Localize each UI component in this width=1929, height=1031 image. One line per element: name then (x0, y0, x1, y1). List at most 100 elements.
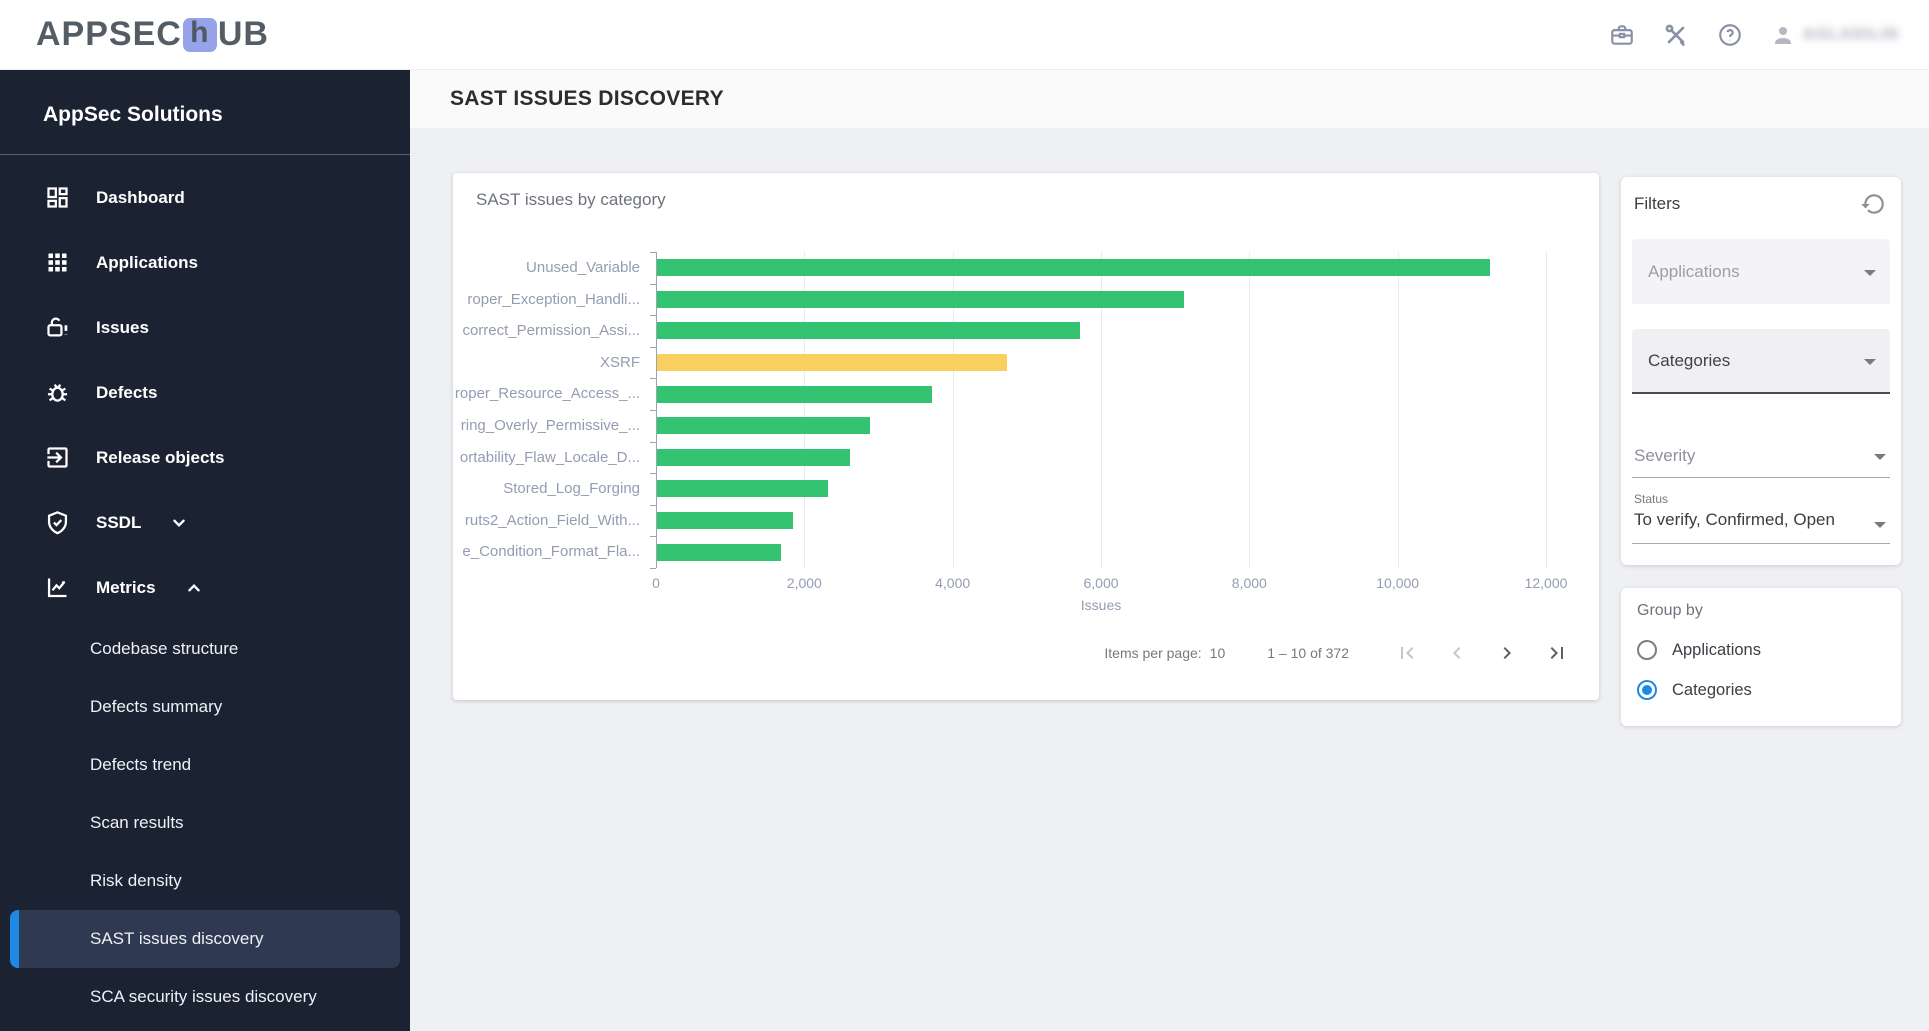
x-axis-tick-label: 2,000 (786, 575, 822, 591)
sidebar-item-label: Issues (96, 317, 149, 337)
first-page-button[interactable] (1395, 641, 1419, 665)
bar-ruts2-action-field-with[interactable] (657, 512, 793, 530)
sidebar-subitem-defects-summary[interactable]: Defects summary (0, 678, 410, 736)
y-axis-tick (650, 568, 656, 569)
sidebar-subitem-sca-security-issues-discovery[interactable]: SCA security issues discovery (0, 968, 410, 1026)
sidebar-subitem-defects-trend[interactable]: Defects trend (0, 736, 410, 794)
items-per-page-label: Items per page: (1104, 645, 1202, 661)
radio-label: Applications (1672, 640, 1761, 659)
bar-row (657, 442, 1546, 474)
tools-icon[interactable] (1663, 22, 1689, 48)
bar-row (657, 473, 1546, 505)
sidebar-subitem-label: Defects trend (90, 755, 192, 774)
sidebar-subitem-label: SCA security issues discovery (90, 987, 317, 1006)
y-axis-tick (650, 504, 656, 506)
bar-roper-resource-access[interactable] (657, 385, 932, 403)
sidebar-subitem-label: Scan results (90, 813, 184, 832)
filter-select-status[interactable]: Status To verify, Confirmed, Open (1632, 490, 1890, 544)
logo-text-right: UB (217, 15, 269, 53)
sidebar-item-release-objects[interactable]: Release objects (0, 425, 410, 490)
dropdown-arrow-icon (1874, 522, 1886, 528)
y-axis-tick (650, 441, 656, 443)
bar-e-condition-format-fla[interactable] (657, 543, 781, 561)
category-label: Unused_Variable (526, 259, 640, 276)
sidebar-item-ssdl[interactable]: SSDL (0, 490, 410, 555)
sidebar-subitem-sast-issues-discovery[interactable]: SAST issues discovery (10, 910, 400, 968)
briefcase-icon[interactable] (1609, 22, 1635, 48)
radio-button-selected[interactable] (1637, 680, 1657, 700)
release-objects-icon (44, 444, 71, 471)
sidebar: AppSec Solutions Dashboard Applications Is… (0, 70, 410, 1031)
ssdl-icon (44, 509, 71, 536)
filters-title: Filters (1634, 194, 1681, 213)
filter-select-text: Applications (1648, 261, 1740, 281)
sidebar-item-dashboard[interactable]: Dashboard (0, 165, 410, 230)
bar-row (657, 284, 1546, 316)
topbar-actions (1609, 22, 1743, 48)
chart-plot-area (650, 252, 1547, 569)
bar-xsrf[interactable] (657, 354, 1008, 372)
sidebar-item-metrics[interactable]: Metrics (0, 555, 410, 620)
category-label: ring_Overly_Permissive_... (460, 416, 640, 434)
page-title: SAST ISSUES DISCOVERY (450, 87, 724, 110)
bar-ring-overly-permissive[interactable] (657, 417, 870, 435)
app-logo: APPSEC h UB (36, 15, 269, 54)
applications-icon (44, 249, 71, 276)
sidebar-subitem-label: Codebase structure (90, 639, 239, 658)
filter-select-applications[interactable]: Applications (1632, 239, 1890, 304)
sidebar-subitem-codebase-structure[interactable]: Codebase structure (0, 620, 410, 678)
bar-chart: Unused_Variable roper_Exception_Handli...… (453, 252, 1599, 569)
filter-select-categories[interactable]: Categories (1632, 329, 1890, 394)
category-label: ruts2_Action_Field_With... (464, 511, 640, 529)
bar-row (657, 252, 1546, 284)
defects-icon (44, 379, 71, 406)
reset-filters-icon[interactable] (1860, 191, 1886, 217)
person-icon (1771, 23, 1795, 47)
sidebar-item-applications[interactable]: Applications (0, 230, 410, 295)
gridline (804, 252, 806, 568)
sidebar-item-issues[interactable]: Issues (0, 295, 410, 360)
filter-field-label: Status (1634, 492, 1669, 506)
chart-card-title: SAST issues by category (476, 190, 666, 209)
radio-dot (1642, 685, 1652, 695)
bar-ortability-flaw-locale-d[interactable] (657, 448, 850, 466)
x-axis: Issues 0 2,000 4,000 6,000 8,000 10,000 12,000 (652, 575, 1567, 615)
previous-page-button[interactable] (1445, 641, 1469, 665)
sidebar-subitem-scan-results[interactable]: Scan results (0, 794, 410, 852)
category-label: XSRF (599, 353, 640, 371)
x-axis-tick-label: 8,000 (1231, 575, 1267, 591)
last-page-button[interactable] (1545, 641, 1569, 665)
bar-row (657, 536, 1546, 568)
page-header: SAST ISSUES DISCOVERY (410, 70, 1929, 128)
bar-row (657, 347, 1546, 379)
gridline (1249, 252, 1251, 568)
gridline (1546, 252, 1547, 568)
group-by-option-categories[interactable]: Categories (1637, 680, 1885, 700)
dropdown-arrow-icon (1864, 358, 1876, 365)
category-label: e_Condition_Format_Fla... (462, 543, 640, 561)
x-axis-label: Issues (1080, 597, 1122, 613)
group-by-option-applications[interactable]: Applications (1637, 640, 1885, 660)
bar-row (657, 505, 1546, 537)
metrics-icon (44, 574, 71, 601)
content-area: SAST issues by category Unused_Variable r… (410, 128, 1929, 1031)
bar-unused-variable[interactable] (657, 259, 1490, 277)
sidebar-nav: Dashboard Applications Issues Defects Releas… (0, 155, 410, 1026)
filter-select-value: To verify, Confirmed, Open (1634, 510, 1835, 529)
user-menu[interactable]: AGLADILIN (1771, 23, 1899, 47)
bar-correct-permission-assi[interactable] (657, 322, 1081, 340)
issues-icon (44, 314, 71, 341)
y-axis-tick (650, 315, 656, 317)
bar-stored-log-forging[interactable] (657, 480, 829, 498)
sidebar-subitem-risk-density[interactable]: Risk density (0, 852, 410, 910)
sidebar-title: AppSec Solutions (0, 70, 410, 155)
next-page-button[interactable] (1495, 641, 1519, 665)
items-per-page-value[interactable]: 10 (1209, 645, 1226, 661)
sidebar-item-defects[interactable]: Defects (0, 360, 410, 425)
bar-roper-exception-handli[interactable] (657, 290, 1185, 308)
sidebar-subitem-label: Risk density (90, 871, 182, 890)
filter-select-severity[interactable]: Severity (1632, 446, 1890, 478)
help-icon[interactable] (1717, 22, 1743, 48)
radio-button[interactable] (1637, 640, 1657, 660)
category-label: Stored_Log_Forging (503, 480, 640, 498)
